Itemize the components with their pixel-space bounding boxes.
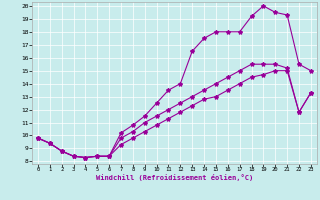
X-axis label: Windchill (Refroidissement éolien,°C): Windchill (Refroidissement éolien,°C) — [96, 174, 253, 181]
